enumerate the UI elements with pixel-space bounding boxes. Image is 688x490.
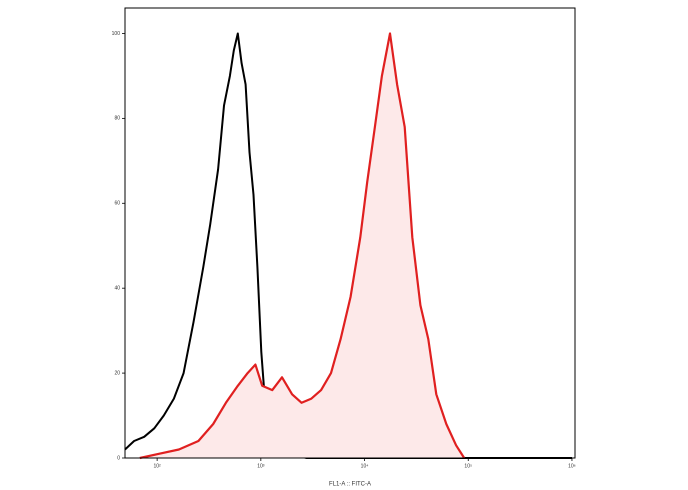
- y-tick-label: 0: [117, 455, 120, 461]
- x-tick-label: 10⁴: [361, 463, 369, 469]
- x-tick-label: 10²: [154, 463, 162, 469]
- x-tick-label: 10³: [257, 463, 265, 469]
- y-tick-label: 100: [112, 31, 121, 37]
- y-tick-label: 80: [114, 116, 120, 122]
- plot-frame: [124, 7, 576, 459]
- area: [139, 33, 465, 458]
- y-tick-label: 60: [114, 201, 120, 207]
- y-tick-label: 40: [114, 286, 120, 292]
- x-axis-title: FL1-A :: FITC-A: [329, 482, 371, 488]
- y-tick-label: 20: [114, 370, 120, 376]
- x-tick-label: 10⁵: [464, 463, 472, 469]
- x-tick-label: 10⁶: [568, 463, 576, 469]
- histogram-line: [139, 32, 466, 460]
